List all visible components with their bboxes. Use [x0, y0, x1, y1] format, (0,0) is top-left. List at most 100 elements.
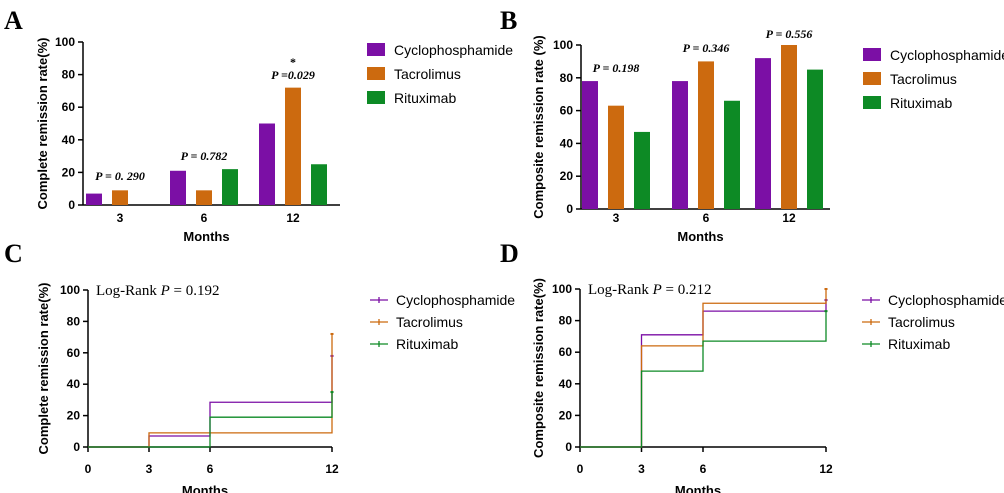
legend-label: Cyclophosphamide [396, 292, 515, 308]
x-tick-label: 6 [201, 211, 208, 225]
bar-tacrolimus [196, 190, 212, 205]
x-tick-label: 0 [577, 462, 584, 476]
legend-label: Rituximab [394, 90, 456, 106]
x-tick-label: 6 [703, 211, 710, 225]
y-tick-label: 0 [566, 202, 573, 216]
p-value-annotation: P = 0.198 [593, 61, 640, 75]
bar-rituximab [807, 69, 823, 209]
log-rank-prefix: Log-Rank [588, 282, 653, 298]
legend-label: Rituximab [888, 336, 950, 352]
log-rank-p: P [652, 282, 662, 298]
bar-tacrolimus [698, 61, 714, 210]
bar-rituximab [634, 131, 650, 209]
p-value-annotation: P = 0.556 [766, 27, 813, 41]
x-axis-title: Months [675, 483, 721, 493]
bar-cyclophosphamide [170, 170, 186, 205]
p-value-annotation: P = 0.346 [683, 41, 730, 55]
y-axis-title: Complete remission rate(%) [36, 283, 51, 455]
y-tick-label: 80 [559, 314, 573, 328]
legend-label: Tacrolimus [890, 71, 957, 87]
x-tick-label: 3 [117, 211, 124, 225]
bar-cyclophosphamide [86, 193, 102, 205]
legend-swatch [863, 72, 881, 85]
x-tick-label: 12 [819, 462, 833, 476]
y-tick-label: 60 [62, 100, 76, 114]
y-tick-label: 40 [560, 136, 574, 150]
x-tick-label: 12 [782, 211, 796, 225]
y-tick-label: 100 [60, 283, 80, 297]
bar-cyclophosphamide [672, 81, 688, 209]
bar-tacrolimus [112, 190, 128, 205]
x-tick-label: 6 [700, 462, 707, 476]
bar-cyclophosphamide [259, 123, 275, 205]
y-tick-label: 20 [560, 169, 574, 183]
x-tick-label: 3 [613, 211, 620, 225]
log-rank-annotation: Log-Rank P = 0.192 [96, 283, 219, 299]
y-tick-label: 20 [67, 409, 81, 423]
bar-tacrolimus [285, 87, 301, 205]
bar-rituximab [311, 164, 327, 205]
p-value-annotation: P =0.029 [271, 68, 315, 82]
panel-b: B 0 20 40 60 80 100 Composite remission rate (%… [500, 6, 1004, 244]
y-tick-label: 60 [67, 346, 81, 360]
legend-label: Tacrolimus [394, 66, 461, 82]
legend-swatch [863, 48, 881, 61]
bar-cyclophosphamide [582, 81, 598, 209]
x-tick-label: 0 [85, 462, 92, 476]
y-tick-label: 40 [62, 133, 76, 147]
log-rank-value: = 0.212 [662, 282, 712, 298]
y-tick-label: 80 [62, 68, 76, 82]
x-tick-label: 6 [207, 462, 214, 476]
log-rank-annotation: Log-Rank P = 0.212 [588, 282, 711, 298]
p-value-annotation: P = 0.782 [181, 149, 228, 163]
bar-rituximab [724, 100, 740, 209]
legend-label: Cyclophosphamide [394, 42, 513, 58]
legend-label: Cyclophosphamide [888, 292, 1004, 308]
x-tick-label: 3 [146, 462, 153, 476]
panel-label: B [500, 6, 517, 35]
x-tick-label: 12 [286, 211, 300, 225]
legend-label: Cyclophosphamide [890, 47, 1004, 63]
y-tick-label: 0 [565, 440, 572, 454]
y-axis-title: Composite remission rate (%) [531, 35, 546, 219]
x-axis-title: Months [183, 229, 229, 244]
legend-label: Rituximab [890, 95, 952, 111]
y-tick-label: 40 [559, 377, 573, 391]
panel-a: A 0 20 40 60 80 100 Complete remission rate(%) M… [4, 6, 513, 244]
legend-label: Rituximab [396, 336, 458, 352]
panel-label: C [4, 239, 23, 268]
y-tick-label: 20 [559, 408, 573, 422]
bar-tacrolimus [608, 105, 624, 209]
bar-cyclophosphamide [755, 58, 771, 210]
y-tick-label: 20 [62, 165, 76, 179]
log-rank-p: P [160, 283, 170, 299]
y-axis-title: Complete remission rate(%) [35, 38, 50, 210]
x-axis-title: Months [677, 229, 723, 244]
y-tick-label: 60 [560, 104, 574, 118]
legend-swatch [863, 96, 881, 109]
y-tick-label: 80 [560, 71, 574, 85]
x-tick-label: 3 [638, 462, 645, 476]
panel-label: A [4, 6, 23, 35]
legend-label: Tacrolimus [888, 314, 955, 330]
y-tick-label: 80 [67, 314, 81, 328]
y-axis-title: Composite remission rate(%) [531, 278, 546, 458]
significance-star: * [290, 55, 296, 69]
y-tick-label: 100 [552, 282, 572, 296]
y-tick-label: 0 [73, 440, 80, 454]
p-value-annotation: P = 0. 290 [95, 169, 145, 183]
km-curve-rituximab [580, 311, 827, 448]
y-tick-label: 40 [67, 377, 81, 391]
legend-swatch [367, 43, 385, 56]
x-axis-title: Months [182, 483, 228, 493]
y-tick-label: 0 [68, 198, 75, 212]
legend-swatch [367, 67, 385, 80]
y-tick-label: 100 [553, 38, 573, 52]
log-rank-value: = 0.192 [170, 283, 220, 299]
km-curve-rituximab [88, 392, 333, 448]
x-tick-label: 12 [325, 462, 339, 476]
bar-rituximab [222, 169, 238, 205]
